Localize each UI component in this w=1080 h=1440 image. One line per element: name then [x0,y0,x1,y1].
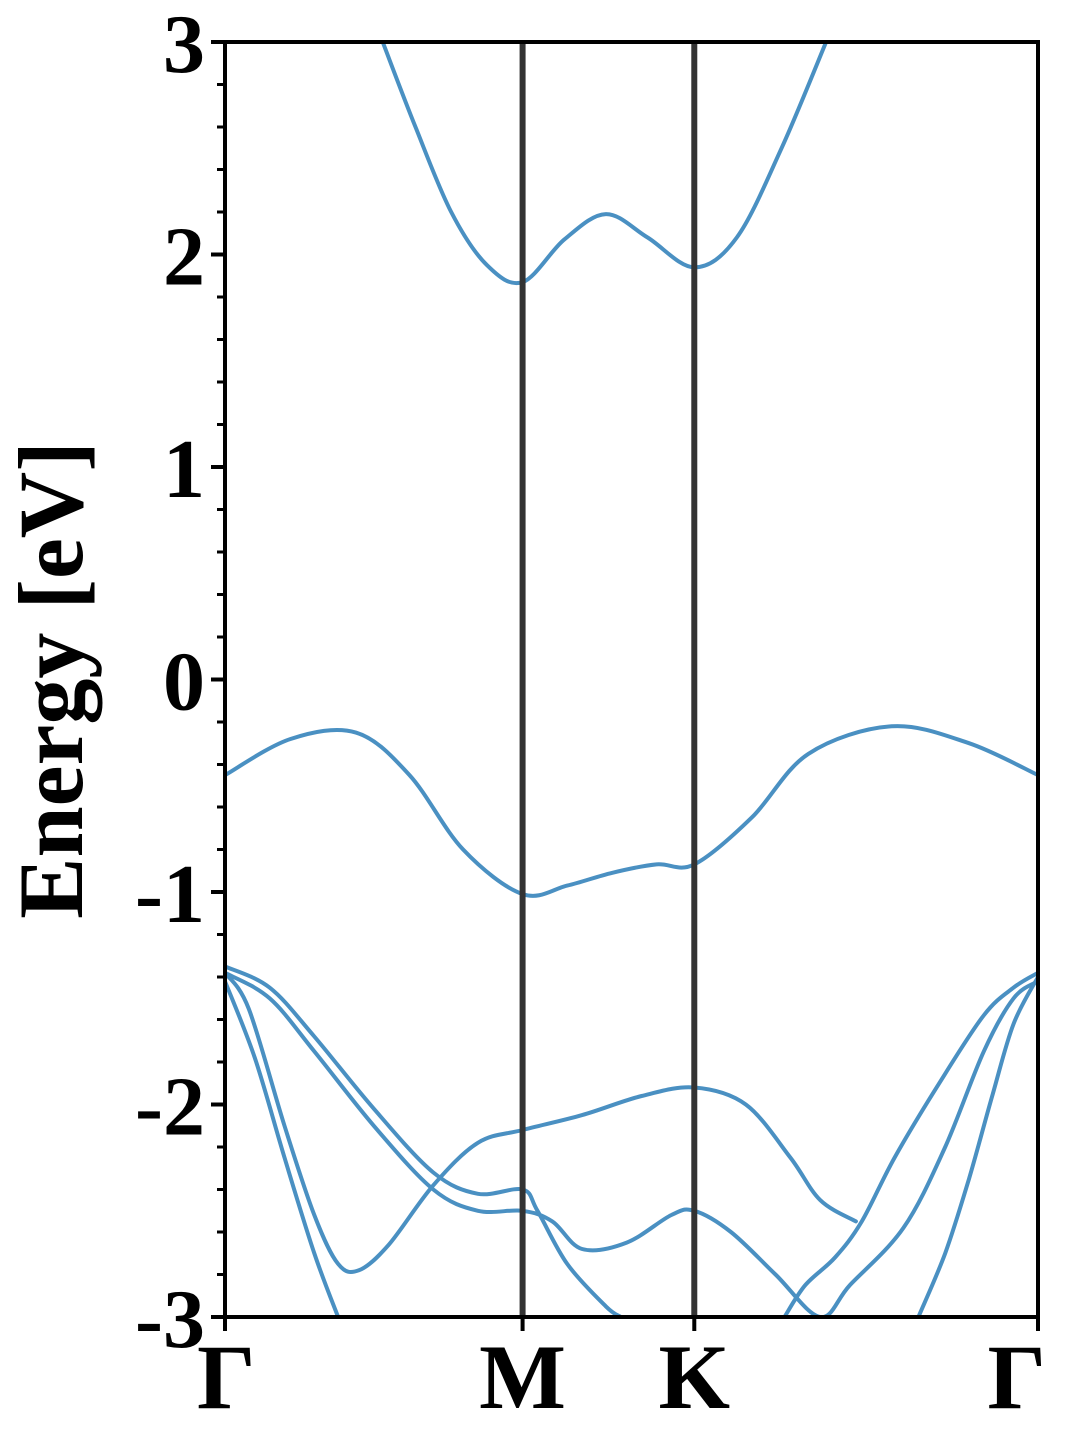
band-line-5 [225,970,858,1275]
y-tick-label: -2 [135,1061,205,1154]
x-tick-label: Γ [197,1326,256,1428]
y-tick-label: -3 [135,1273,205,1366]
x-tick-label: M [479,1326,566,1428]
band-line-4 [225,964,623,1317]
x-tick-label: Γ [987,1326,1046,1428]
y-axis-ticks: -3 -2 -1 0 1 2 3 [135,0,225,1366]
plot-frame [223,40,1040,1319]
y-tick-label: -1 [135,848,205,941]
band-line-2 [225,724,1038,898]
y-tick-label: 1 [163,423,205,516]
band-line-8 [916,975,1038,1317]
x-tick-label: K [659,1326,731,1428]
band-line-1 [380,42,829,286]
y-tick-label: 2 [163,211,205,304]
band-line-7 [782,970,1038,1317]
bands-layer [225,42,1038,1317]
y-tick-label: 0 [163,636,205,729]
y-axis-label: Energy [eV] [0,441,102,919]
band-line-6 [225,979,341,1317]
y-tick-label: 3 [163,0,205,91]
high-symmetry-lines [519,42,698,1317]
band-line-3 [225,970,1038,1317]
